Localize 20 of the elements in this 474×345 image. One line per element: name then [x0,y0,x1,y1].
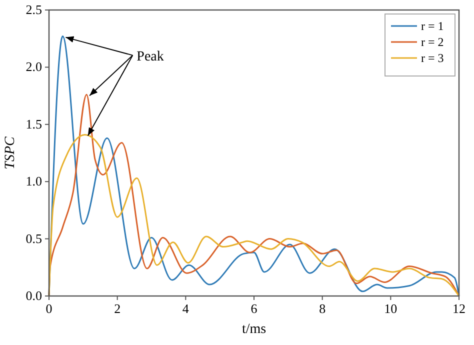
y-tick-label: 2.5 [26,2,42,17]
x-tick-label: 6 [250,301,258,316]
y-axis-title: TSPC [3,136,18,170]
y-tick-label: 0.0 [26,288,42,303]
annotation: Peak [136,49,164,64]
y-tick-label: 0.5 [26,230,42,246]
line-series [48,134,460,297]
legend-label: r = 3 [421,51,444,65]
x-tick-label: 2 [114,301,121,316]
legend-label: r = 2 [421,35,444,49]
y-tick-label: 2.0 [26,59,42,74]
x-tick-label: 4 [182,301,190,316]
legend-label: r = 1 [421,19,444,33]
y-tick-label: 1.0 [26,174,42,189]
x-axis-title: t/ms [242,322,266,337]
y-tick-label: 1.5 [26,116,42,132]
x-tick-label: 8 [319,301,326,316]
x-tick-label: 0 [46,301,52,316]
x-tick-label: 12 [452,301,466,316]
x-tick-label: 10 [384,301,398,316]
